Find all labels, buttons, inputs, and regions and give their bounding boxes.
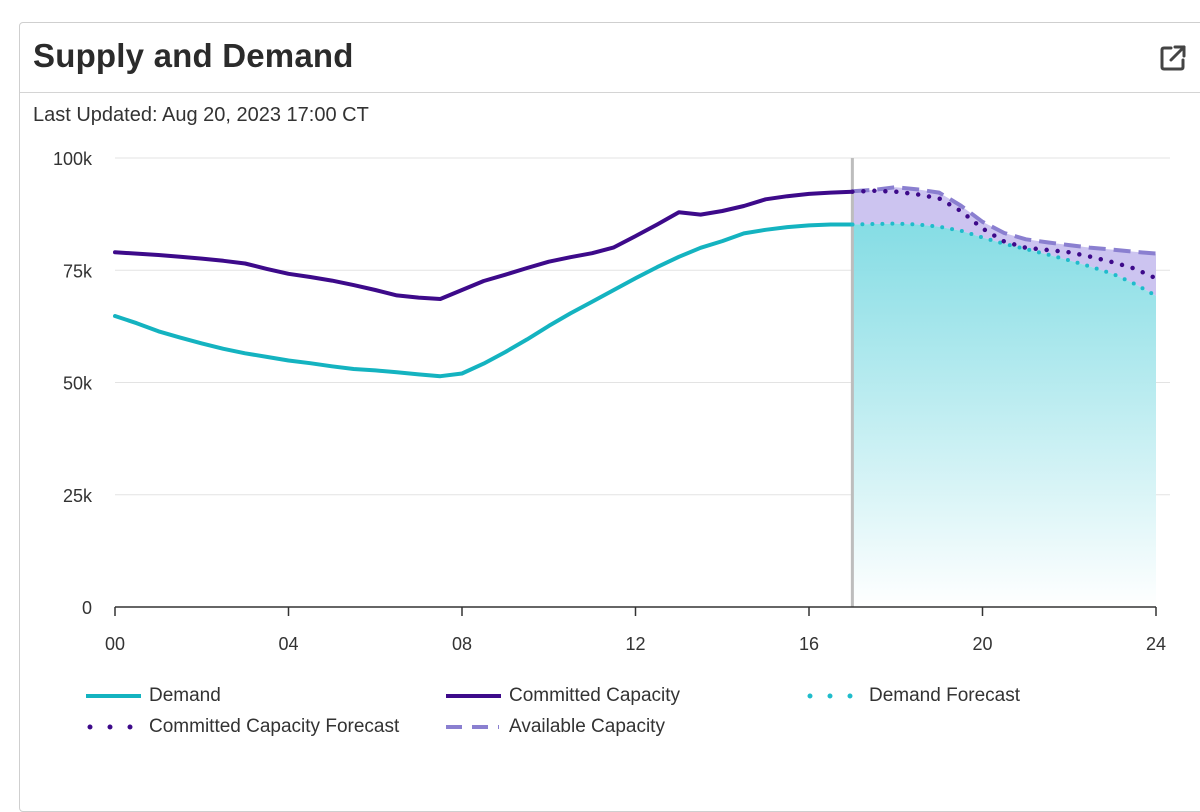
y-tick-label: 25k: [63, 486, 93, 506]
x-axis: 00 04 08 12 16 20 24: [105, 606, 1166, 654]
available-capacity-line: [852, 185, 1157, 256]
legend-swatch: [87, 724, 141, 730]
x-tick-label: 00: [105, 634, 125, 654]
demand-forecast-line: [850, 221, 1158, 298]
legend-label: Demand: [149, 685, 221, 706]
x-tick-label: 24: [1146, 634, 1166, 654]
legend-item-available[interactable]: Available Capacity: [446, 714, 665, 740]
last-updated-text: Last Updated: Aug 20, 2023 17:00 CT: [33, 104, 369, 126]
y-axis-ticks: 0 25k 50k 75k 100k: [53, 149, 93, 618]
legend-item-committed-forecast[interactable]: Committed Capacity Forecast: [86, 714, 399, 740]
legend-label: Available Capacity: [509, 716, 665, 737]
legend-swatch: [446, 694, 501, 698]
y-tick-label: 75k: [63, 261, 93, 281]
forecast-areas: [852, 187, 1156, 607]
external-link-icon[interactable]: [1158, 43, 1188, 73]
series-lines: [113, 185, 1159, 379]
panel-header: Supply and Demand: [20, 23, 1200, 93]
legend-swatch: [86, 694, 141, 698]
legend-swatch: [446, 725, 499, 729]
legend-label: Demand Forecast: [869, 685, 1021, 706]
legend-item-committed[interactable]: Committed Capacity: [446, 683, 680, 709]
committed-capacity-line: [113, 189, 855, 301]
x-tick-label: 16: [799, 634, 819, 654]
chart-legend: Demand Committed Capacity Demand Forecast C…: [86, 683, 1020, 740]
legend-swatch: [807, 693, 861, 699]
legend-item-demand-forecast[interactable]: Demand Forecast: [806, 683, 1020, 709]
legend-label: Committed Capacity: [509, 685, 681, 706]
legend-label: Committed Capacity Forecast: [149, 716, 400, 737]
x-tick-label: 12: [625, 634, 645, 654]
supply-demand-chart: 0 25k 50k 75k 100k 00 04 08 12 16 20 24: [53, 149, 1170, 654]
y-tick-label: 50k: [63, 374, 93, 394]
panel-title: Supply and Demand: [33, 37, 354, 74]
y-tick-label: 0: [82, 598, 92, 618]
demand-forecast-area: [852, 223, 1156, 607]
x-tick-label: 08: [452, 634, 472, 654]
legend-item-demand[interactable]: Demand: [86, 683, 221, 709]
y-tick-label: 100k: [53, 149, 93, 169]
x-tick-label: 04: [278, 634, 298, 654]
x-tick-label: 20: [972, 634, 992, 654]
committed-capacity-forecast-line: [850, 188, 1159, 281]
demand-line: [113, 222, 855, 379]
